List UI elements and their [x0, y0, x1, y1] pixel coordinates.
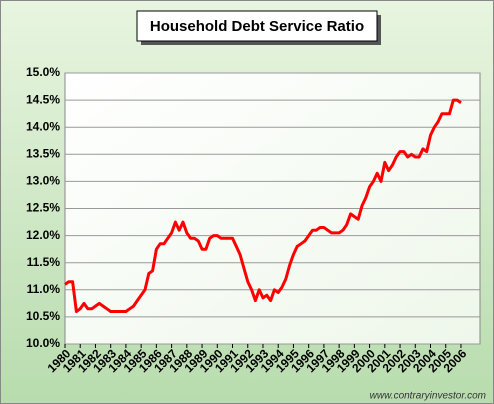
y-tick-label: 14.5%: [26, 92, 60, 106]
y-tick-label: 12.0%: [26, 228, 60, 242]
source: www.contraryinvestor.com: [370, 391, 486, 402]
y-tick-label: 12.5%: [26, 201, 60, 215]
y-tick-label: 15.0%: [26, 65, 60, 79]
chart-title: Household Debt Service Ratio: [150, 18, 364, 35]
y-tick-label: 13.0%: [26, 174, 60, 188]
y-tick-label: 10.5%: [26, 309, 60, 323]
y-tick-label: 11.5%: [27, 255, 61, 269]
y-tick-label: 10.0%: [26, 336, 60, 350]
y-tick-label: 14.0%: [26, 119, 60, 133]
y-tick-label: 11.0%: [27, 282, 61, 296]
y-tick-label: 13.5%: [26, 146, 60, 160]
data-line: [64, 98, 462, 313]
title-box: [136, 10, 378, 42]
